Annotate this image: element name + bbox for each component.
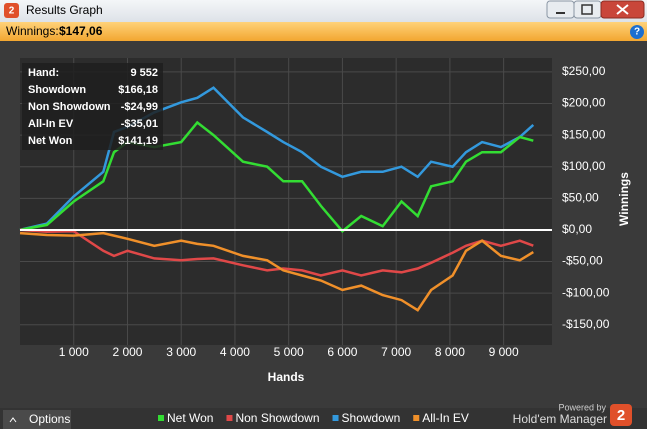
tooltip-label: Hand: — [28, 67, 59, 79]
x-tick-label: 1 000 — [59, 345, 89, 359]
tooltip-label: Showdown — [28, 84, 86, 96]
legend-swatch — [158, 415, 164, 421]
options-text: Options — [29, 412, 70, 426]
legend-swatch — [226, 415, 233, 421]
tooltip-label: All-In EV — [28, 118, 74, 130]
y-tick-label: -$150,00 — [562, 317, 610, 331]
series-line — [19, 228, 534, 277]
x-tick-label: 5 000 — [274, 345, 304, 359]
brand: Hold'em Manager — [513, 412, 607, 426]
legend-label: Showdown — [342, 411, 401, 425]
y-tick-label: $150,00 — [562, 127, 606, 141]
tooltip-value: $166,18 — [118, 84, 158, 96]
tooltip-label: Net Won — [28, 135, 73, 147]
winnings-label: Winnings: — [6, 24, 59, 38]
x-tick-label: 7 000 — [381, 345, 411, 359]
legend-swatch — [332, 415, 339, 421]
help-icon[interactable] — [630, 25, 644, 39]
brand-logo-text: 2 — [617, 407, 625, 424]
options-arrow — [9, 417, 17, 423]
winnings-value: $147,06 — [59, 24, 103, 38]
tooltip-rows: Hand: 9 552 Showdown $166,18 Non Showdown -$2… — [28, 67, 158, 147]
x-axis-title: Hands — [268, 370, 305, 384]
options-tab[interactable] — [3, 410, 71, 429]
tooltip — [22, 63, 163, 150]
y-tick-label: -$50,00 — [562, 254, 603, 268]
x-tick-label: 9 000 — [489, 345, 519, 359]
window-title: Results Graph — [26, 3, 103, 17]
y-tick-label: $250,00 — [562, 64, 606, 78]
app-icon — [4, 3, 19, 18]
x-tick-label: 4 000 — [220, 345, 250, 359]
y-axis-title: Winnings — [617, 172, 631, 226]
tooltip-value: -$24,99 — [121, 101, 158, 113]
tooltip-label: Non Showdown — [28, 101, 111, 113]
powered-by: Powered by — [558, 402, 606, 412]
x-tick-label: 3 000 — [166, 345, 196, 359]
legend-swatch — [413, 415, 420, 421]
minimize-button[interactable] — [546, 0, 575, 19]
y-tick-label: $0,00 — [562, 222, 592, 236]
legend-label: Net Won — [167, 411, 213, 425]
x-tick-label: 6 000 — [327, 345, 357, 359]
title-bar — [0, 0, 647, 22]
legend-label: All-In EV — [422, 411, 469, 425]
y-tick-label: $50,00 — [562, 191, 599, 205]
brand-logo — [610, 404, 632, 426]
tooltip-value: -$35,01 — [121, 118, 158, 130]
help-icon-text: ? — [634, 27, 640, 38]
app-icon-text: 2 — [9, 6, 15, 17]
tooltip-value: $141,19 — [118, 135, 158, 147]
y-tick-label: $200,00 — [562, 96, 606, 110]
y-tick-label: $100,00 — [562, 159, 606, 173]
x-tick-label: 8 000 — [435, 345, 465, 359]
series-line — [19, 231, 534, 312]
close-glyph — [616, 4, 629, 15]
winnings-bar — [0, 22, 647, 41]
tooltip-value: 9 552 — [130, 67, 158, 79]
x-tick-label: 2 000 — [112, 345, 142, 359]
legend-label: Non Showdown — [235, 411, 319, 425]
maximize-glyph — [581, 4, 593, 15]
legend: Net Won Non Showdown Showdown All-In EV — [158, 411, 469, 425]
y-tick-label: -$100,00 — [562, 285, 610, 299]
footer — [0, 408, 647, 429]
maximize-button[interactable] — [573, 0, 602, 19]
